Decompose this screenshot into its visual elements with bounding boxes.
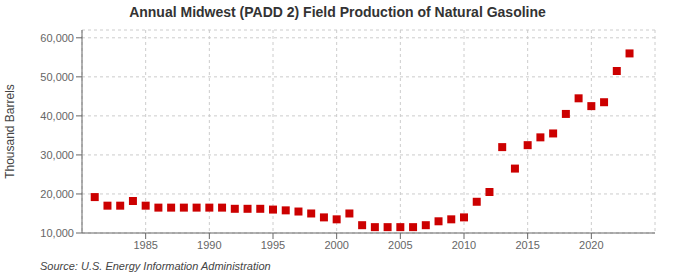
html-text:Annual Midwest (PADD 2) Field: Annual Midwest (PADD 2) Field Production…	[129, 4, 546, 20]
svg-text:2000: 2000	[324, 239, 348, 251]
svg-text:2015: 2015	[515, 239, 539, 251]
svg-text:1995: 1995	[261, 239, 285, 251]
svg-text:10,000: 10,000	[40, 227, 74, 239]
svg-text:1990: 1990	[197, 239, 221, 251]
html-text:Source: U.S. Energy Informatio: Source: U.S. Energy Information Administ…	[40, 260, 271, 272]
svg-text:40,000: 40,000	[40, 110, 74, 122]
svg-text:Thousand Barrels: Thousand Barrels	[8, 84, 17, 179]
svg-text:30,000: 30,000	[40, 149, 74, 161]
svg-text:2005: 2005	[388, 239, 412, 251]
svg-text:20,000: 20,000	[40, 188, 74, 200]
svg-text:50,000: 50,000	[40, 71, 74, 83]
svg-text:60,000: 60,000	[40, 32, 74, 44]
svg-text:1985: 1985	[133, 239, 157, 251]
svg-text:2010: 2010	[452, 239, 476, 251]
svg-text:2020: 2020	[579, 239, 603, 251]
